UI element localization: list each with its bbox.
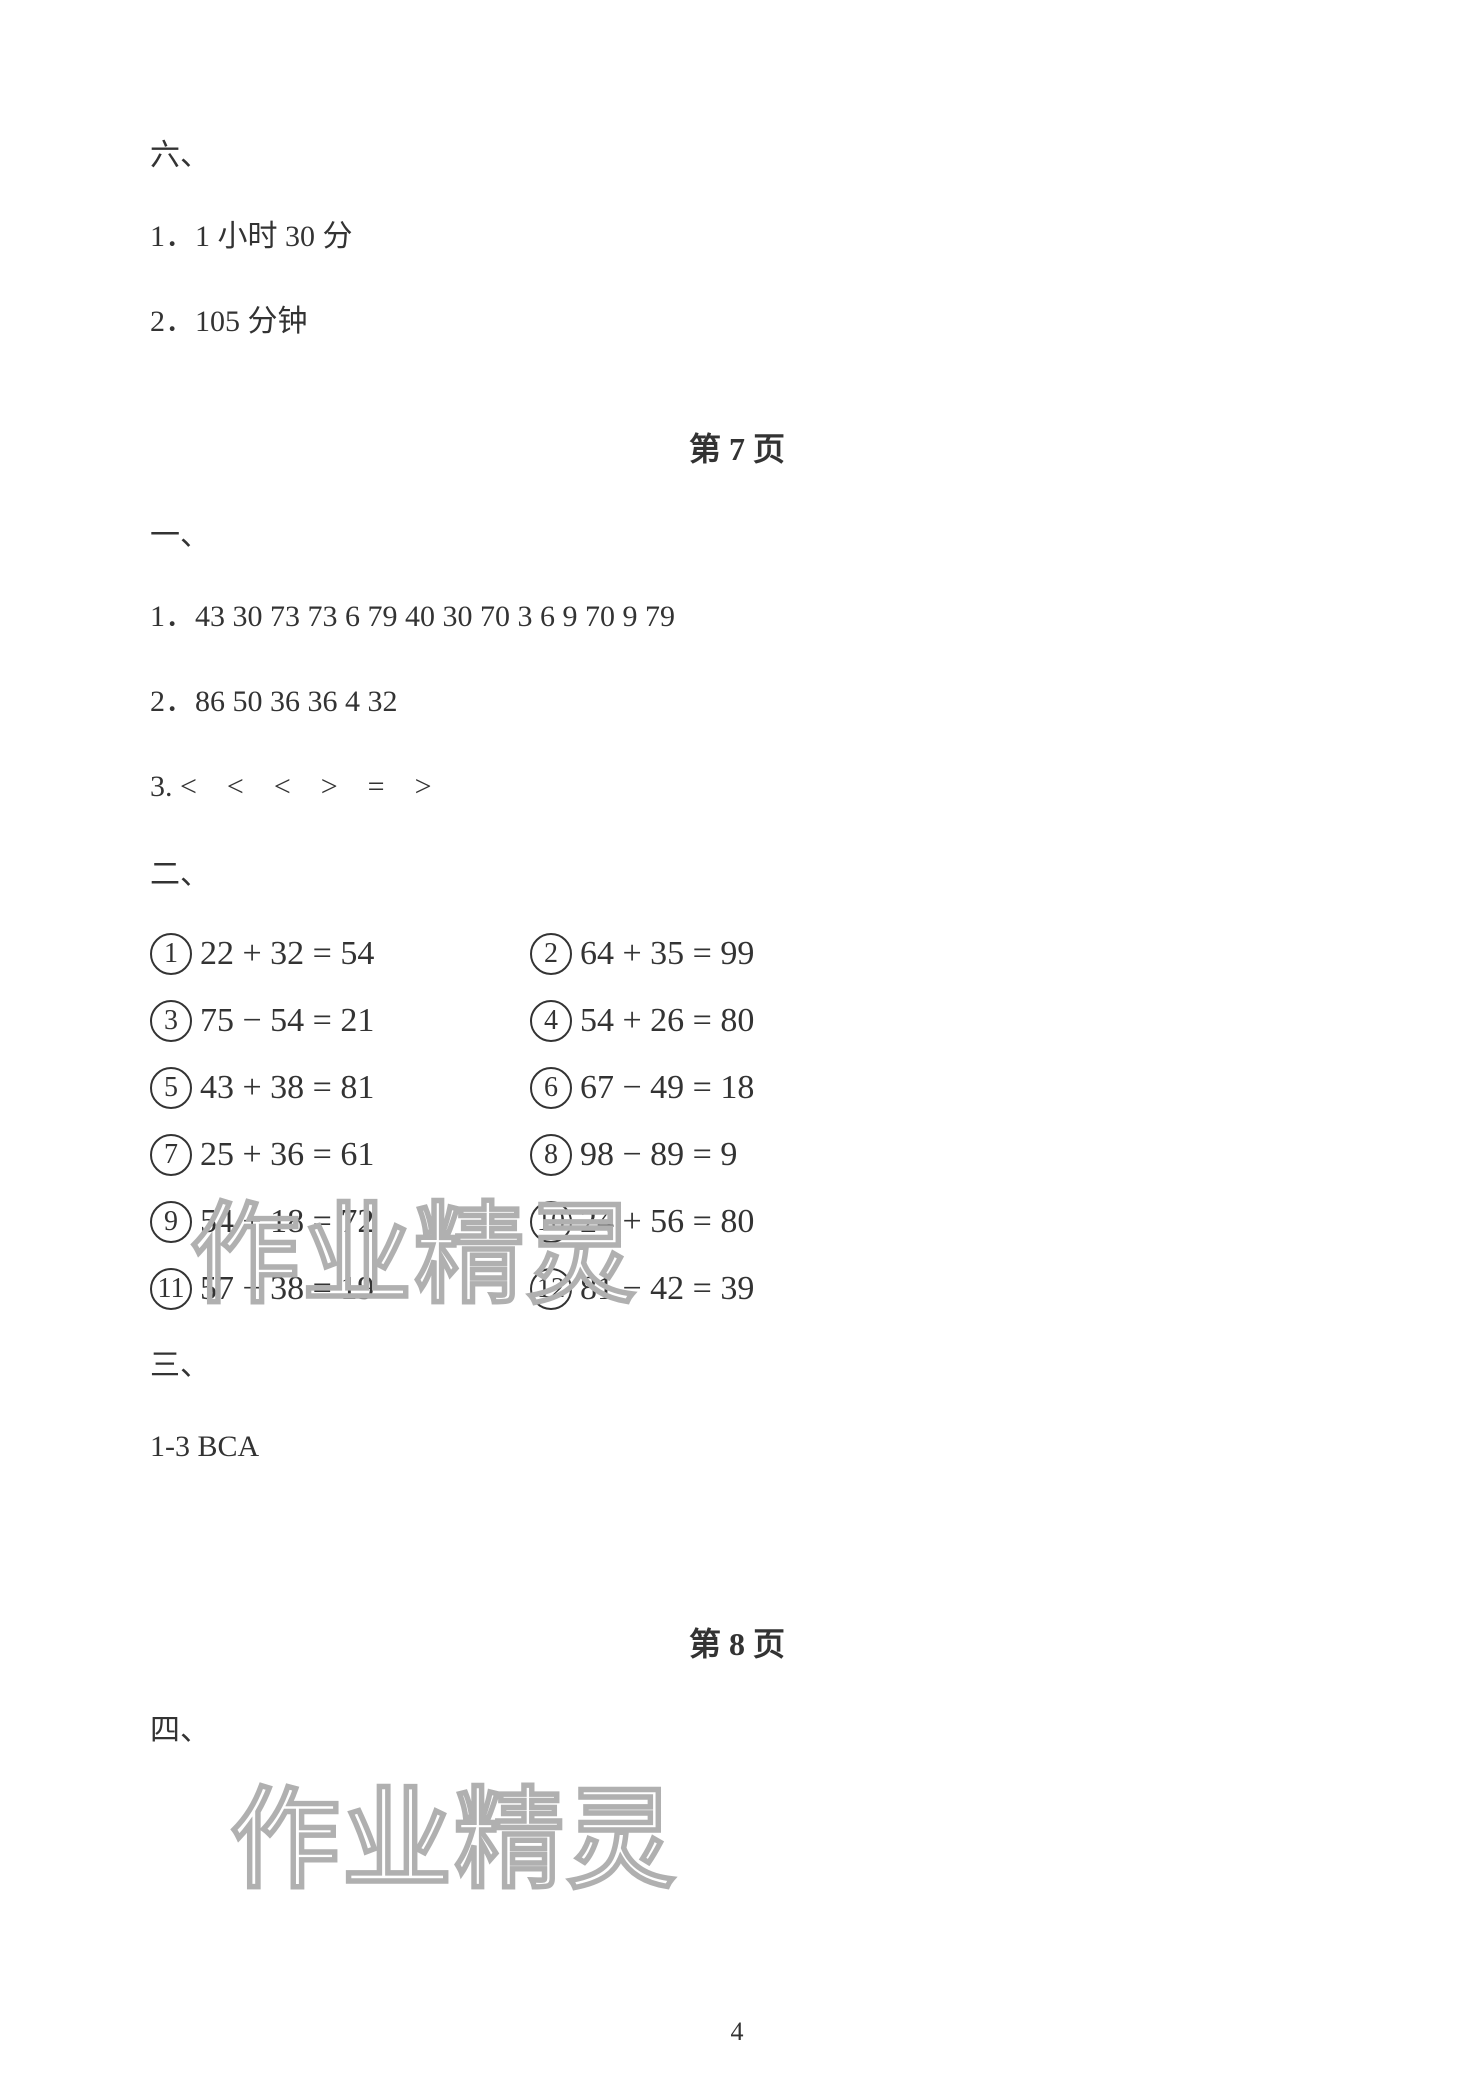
circled-number: 11 [150,1268,192,1310]
circled-number: 9 [150,1201,192,1243]
equation-text: 98 − 89 = 9 [580,1136,737,1174]
section-six-heading: 六、 [150,130,1324,174]
equation-item: 3 75 − 54 = 21 [150,1000,480,1042]
equation-row: 5 43 + 38 = 81 6 67 − 49 = 18 [150,1067,1324,1109]
equation-text: 54 + 26 = 80 [580,1002,754,1040]
equation-text: 25 + 36 = 61 [200,1136,374,1174]
equation-item: 1 22 + 32 = 54 [150,933,480,975]
circled-number: 8 [530,1134,572,1176]
circled-number: 5 [150,1067,192,1109]
circled-number: 10 [530,1201,572,1243]
equation-item: 12 81 − 42 = 39 [530,1268,860,1310]
section-three-heading: 三、 [150,1340,1324,1384]
circled-number: 7 [150,1134,192,1176]
equation-row: 1 22 + 32 = 54 2 64 + 35 = 99 [150,933,1324,975]
section-one-item: 2．86 50 36 36 4 32 [150,679,1324,724]
equation-text: 57 − 38 = 19 [200,1270,374,1308]
equation-text: 22 + 32 = 54 [200,935,374,973]
equation-row: 7 25 + 36 = 61 8 98 − 89 = 9 [150,1134,1324,1176]
equation-text: 64 + 35 = 99 [580,935,754,973]
circled-number: 1 [150,933,192,975]
circled-number: 2 [530,933,572,975]
equation-row: 3 75 − 54 = 21 4 54 + 26 = 80 [150,1000,1324,1042]
equation-item: 2 64 + 35 = 99 [530,933,860,975]
equation-item: 5 43 + 38 = 81 [150,1067,480,1109]
section-six-item: 1．1 小时 30 分 [150,214,1324,259]
equation-row: 9 54 + 18 = 72 10 24 + 56 = 80 [150,1201,1324,1243]
equation-item: 4 54 + 26 = 80 [530,1000,860,1042]
circled-number: 12 [530,1268,572,1310]
circled-number: 6 [530,1067,572,1109]
section-one-item: 3. < < < > = > [150,764,1324,809]
equation-item: 9 54 + 18 = 72 [150,1201,480,1243]
equations-container: 1 22 + 32 = 54 2 64 + 35 = 99 3 75 − 54 … [150,933,1324,1310]
page-8-title: 第 8 页 [150,1619,1324,1665]
equation-item: 7 25 + 36 = 61 [150,1134,480,1176]
section-six-item: 2．105 分钟 [150,299,1324,344]
section-one-item: 1．43 30 73 73 6 79 40 30 70 3 6 9 70 9 7… [150,594,1324,639]
section-four-heading: 四、 [150,1705,1324,1749]
section-two-heading: 二、 [150,849,1324,893]
section-one-heading: 一、 [150,510,1324,554]
equation-text: 81 − 42 = 39 [580,1270,754,1308]
equation-text: 43 + 38 = 81 [200,1069,374,1107]
page-number: 4 [731,2017,744,2047]
equation-item: 11 57 − 38 = 19 [150,1268,480,1310]
section-three-item: 1-3 BCA [150,1424,1324,1469]
equation-text: 67 − 49 = 18 [580,1069,754,1107]
equation-item: 8 98 − 89 = 9 [530,1134,860,1176]
equation-item: 6 67 − 49 = 18 [530,1067,860,1109]
equation-text: 75 − 54 = 21 [200,1002,374,1040]
equation-text: 24 + 56 = 80 [580,1203,754,1241]
equation-row: 11 57 − 38 = 19 12 81 − 42 = 39 [150,1268,1324,1310]
page-7-title: 第 7 页 [150,424,1324,470]
equation-text: 54 + 18 = 72 [200,1203,374,1241]
equation-item: 10 24 + 56 = 80 [530,1201,860,1243]
circled-number: 4 [530,1000,572,1042]
watermark: 作业精灵 [230,1750,678,1910]
circled-number: 3 [150,1000,192,1042]
